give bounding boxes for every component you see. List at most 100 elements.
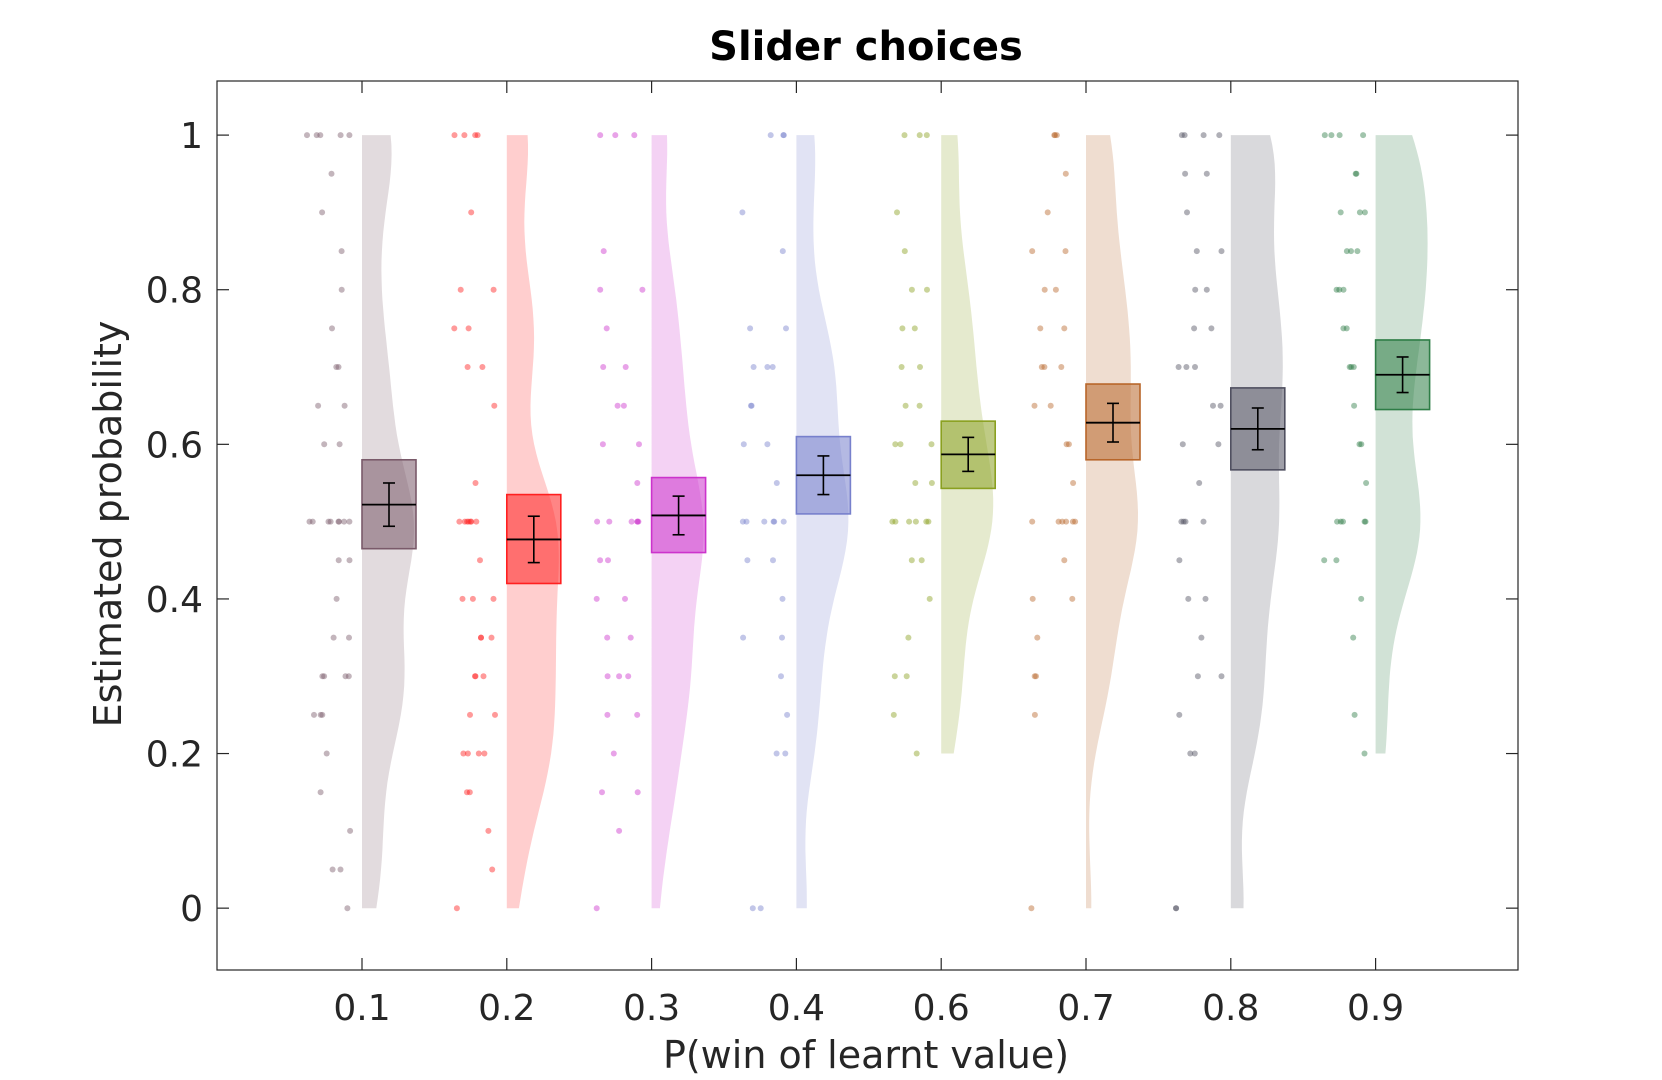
data-point xyxy=(325,518,332,525)
data-point xyxy=(913,750,920,757)
y-axis-label: Estimated probability xyxy=(86,321,130,728)
data-point xyxy=(1360,132,1367,139)
data-point xyxy=(612,132,619,139)
data-point xyxy=(468,518,475,525)
data-point xyxy=(453,905,460,912)
group-0-8 xyxy=(1173,132,1286,912)
data-point xyxy=(743,518,750,525)
data-point xyxy=(1361,750,1368,757)
data-point xyxy=(1029,248,1036,255)
data-point xyxy=(472,132,479,139)
data-point xyxy=(488,634,495,641)
data-point xyxy=(1346,364,1353,370)
x-tick-label: 0.1 xyxy=(333,988,390,1029)
group-0-9 xyxy=(1321,132,1431,757)
data-point xyxy=(323,750,330,757)
data-point xyxy=(335,364,342,370)
data-point xyxy=(606,518,613,525)
data-point xyxy=(748,402,754,409)
data-point xyxy=(1175,364,1182,370)
data-point xyxy=(1362,518,1369,525)
data-point xyxy=(1033,673,1039,680)
data-point xyxy=(599,441,606,448)
data-point xyxy=(306,518,313,525)
data-point xyxy=(739,209,746,216)
data-point xyxy=(1181,132,1188,139)
data-point xyxy=(1173,905,1179,912)
data-point xyxy=(1200,132,1207,139)
data-point xyxy=(317,789,324,796)
data-point xyxy=(628,518,635,525)
data-point xyxy=(345,673,352,680)
data-point xyxy=(489,866,496,873)
data-point xyxy=(1182,170,1189,177)
data-point xyxy=(636,441,642,448)
data-point xyxy=(460,750,467,757)
data-point xyxy=(901,248,908,255)
data-point xyxy=(897,441,904,448)
data-point xyxy=(347,827,354,834)
data-point xyxy=(610,750,617,757)
data-point xyxy=(1041,364,1048,370)
data-point xyxy=(923,132,930,139)
data-point xyxy=(764,364,771,370)
data-point xyxy=(1196,480,1203,486)
data-point xyxy=(594,518,601,525)
data-point xyxy=(1218,248,1225,255)
data-point xyxy=(467,711,473,718)
data-point xyxy=(461,132,468,139)
data-point xyxy=(771,518,778,525)
data-point xyxy=(477,557,483,564)
data-point xyxy=(622,364,629,370)
data-point xyxy=(622,595,628,602)
y-tick-label: 1 xyxy=(180,116,203,157)
data-point xyxy=(1333,286,1340,293)
data-point xyxy=(319,673,326,680)
data-point xyxy=(1358,595,1365,602)
data-point xyxy=(912,518,919,525)
data-point xyxy=(317,711,324,718)
data-point xyxy=(464,518,471,525)
data-point xyxy=(1180,518,1187,525)
data-point xyxy=(464,750,471,757)
data-point xyxy=(1062,248,1069,255)
data-point xyxy=(1356,209,1363,216)
data-point xyxy=(779,248,786,255)
data-point xyxy=(479,364,486,370)
data-point xyxy=(599,789,605,796)
data-point xyxy=(1203,170,1210,177)
data-point xyxy=(1051,132,1058,139)
y-tick-label: 0.2 xyxy=(146,735,203,776)
data-point xyxy=(472,673,479,680)
data-point xyxy=(1216,132,1223,139)
data-point xyxy=(1031,711,1038,718)
data-point xyxy=(327,518,334,525)
data-point xyxy=(465,518,472,525)
data-point xyxy=(635,518,642,525)
data-point xyxy=(337,132,344,139)
data-point xyxy=(767,132,774,139)
data-point xyxy=(1348,248,1354,255)
data-point xyxy=(478,634,484,641)
data-point xyxy=(315,402,322,409)
data-point xyxy=(1052,286,1059,293)
data-point xyxy=(1215,441,1222,448)
data-point xyxy=(491,402,498,409)
data-point xyxy=(600,364,607,370)
violin xyxy=(796,135,849,909)
data-point xyxy=(1336,286,1343,293)
data-point xyxy=(490,595,497,602)
data-point xyxy=(739,518,746,525)
data-point xyxy=(342,673,349,680)
data-point xyxy=(490,286,497,293)
data-point xyxy=(625,673,632,680)
data-point xyxy=(892,518,899,525)
data-point xyxy=(1352,170,1359,177)
data-point xyxy=(337,866,344,873)
y-tick-label: 0.6 xyxy=(146,425,203,466)
data-point xyxy=(457,286,464,293)
data-point xyxy=(1058,364,1065,370)
data-point xyxy=(341,518,348,525)
data-point xyxy=(782,750,789,757)
data-point xyxy=(346,557,353,564)
